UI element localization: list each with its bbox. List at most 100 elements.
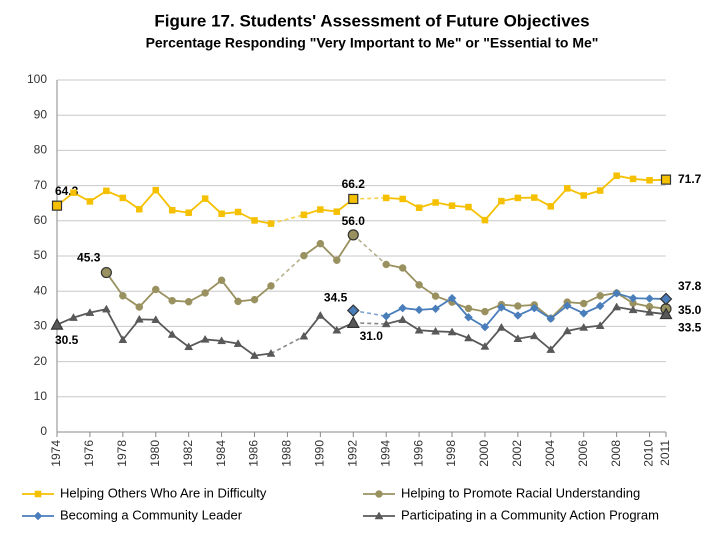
point	[50, 317, 64, 330]
point	[580, 192, 587, 199]
point	[660, 174, 672, 185]
point	[431, 292, 440, 300]
point	[374, 511, 384, 520]
point	[579, 322, 589, 331]
gap-connector	[352, 234, 387, 266]
point	[315, 310, 325, 319]
value-label: 45.3	[77, 251, 101, 265]
point	[382, 260, 390, 269]
point	[217, 276, 226, 285]
y-tick-label: 80	[34, 143, 48, 157]
point	[382, 194, 390, 202]
point	[596, 187, 604, 194]
series-line	[56, 308, 272, 357]
point	[596, 292, 604, 300]
point	[547, 203, 555, 210]
legend-label: Helping Others Who Are in Difficulty	[60, 485, 267, 500]
series-line	[303, 234, 355, 262]
y-tick-label: 100	[27, 72, 47, 86]
point	[333, 208, 341, 215]
gap-connector	[270, 214, 305, 225]
y-tick-label: 70	[34, 178, 48, 192]
value-label: 56.0	[342, 214, 366, 228]
point	[398, 303, 408, 313]
point	[316, 239, 325, 248]
x-tick-label: 1974	[49, 440, 63, 467]
point	[347, 229, 359, 241]
point	[381, 311, 391, 321]
point	[646, 177, 653, 184]
point	[398, 264, 407, 272]
point	[514, 194, 522, 202]
point	[152, 285, 160, 294]
point	[135, 303, 144, 311]
x-tick-label: 1982	[181, 440, 195, 467]
point	[250, 295, 259, 304]
point	[612, 302, 622, 311]
point	[613, 172, 620, 179]
x-tick-label: 1980	[148, 440, 162, 467]
point	[562, 326, 572, 335]
point	[595, 301, 605, 311]
point	[398, 315, 408, 323]
point	[267, 220, 275, 227]
point	[531, 194, 538, 201]
point	[119, 292, 127, 300]
point	[217, 336, 227, 345]
y-tick-label: 0	[40, 424, 47, 438]
point	[579, 299, 588, 308]
point	[464, 304, 473, 313]
point	[332, 325, 342, 334]
point	[432, 199, 439, 206]
point	[168, 206, 176, 214]
legend-label: Becoming a Community Leader	[60, 507, 243, 522]
y-tick-label: 40	[34, 283, 48, 297]
point	[659, 307, 673, 320]
point	[333, 256, 341, 264]
value-label: 35.0	[678, 303, 702, 317]
point	[529, 303, 539, 313]
x-tick-label: 2006	[576, 440, 590, 467]
point	[629, 175, 637, 183]
y-tick-label: 90	[34, 107, 48, 121]
point	[201, 289, 209, 297]
point	[69, 313, 78, 321]
point	[563, 185, 571, 192]
x-tick-label: 1986	[247, 440, 261, 467]
point	[234, 297, 242, 306]
point	[200, 334, 210, 343]
legend-label: Participating in a Community Action Prog…	[401, 507, 659, 522]
point	[498, 197, 505, 205]
value-label: 71.7	[678, 172, 702, 186]
point	[250, 351, 259, 359]
point	[70, 189, 77, 196]
value-label: 31.0	[360, 329, 384, 343]
point	[100, 266, 112, 279]
point	[234, 208, 242, 216]
x-tick-label: 2000	[477, 440, 491, 467]
point	[465, 203, 472, 211]
value-label: 66.2	[342, 177, 366, 191]
point	[431, 326, 440, 335]
point	[496, 322, 506, 331]
point	[136, 205, 143, 213]
point	[33, 511, 43, 521]
gap-connector	[353, 322, 387, 325]
x-tick-label: 1988	[280, 440, 294, 467]
x-tick-label: 1976	[82, 440, 96, 467]
point	[266, 349, 276, 357]
y-tick-label: 50	[34, 248, 48, 262]
point	[415, 204, 423, 212]
x-tick-label: 2002	[510, 440, 524, 467]
point	[346, 304, 360, 317]
point	[447, 293, 457, 303]
point	[134, 314, 144, 323]
x-tick-label: 1996	[411, 440, 425, 467]
point	[497, 303, 506, 312]
chart-title: Figure 17. Students' Assessment of Futur…	[154, 11, 589, 30]
series-line	[303, 198, 354, 216]
x-tick-label: 2008	[609, 440, 623, 467]
point	[346, 316, 360, 328]
point	[184, 342, 194, 351]
point	[167, 329, 177, 338]
